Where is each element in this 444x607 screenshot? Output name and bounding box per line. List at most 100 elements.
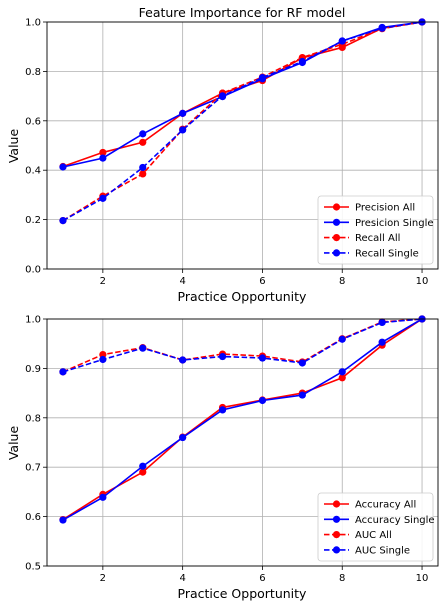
x-tick-label: 6 [259,573,265,584]
legend-label: Recall All [355,233,400,244]
legend-marker [332,531,341,539]
data-point [298,391,306,399]
x-tick-label: 2 [100,276,106,287]
y-tick-label: 0.6 [25,512,41,523]
data-point [99,154,107,162]
data-point [298,359,306,367]
chart-accuracy-auc: Practice Opportunity Value 2 4 6 8 10 0.5 0.6 0… [6,315,439,601]
data-point [59,216,67,225]
series-line-4 [62,318,423,373]
data-point [99,493,107,501]
plot-frame [46,21,439,270]
data-point [258,354,267,362]
data-point [378,338,386,346]
y-tick-label: 0.6 [25,116,41,127]
series-line-1 [62,318,423,521]
chart-precision-recall: Feature Importance for RF model Practice… [6,5,439,304]
data-point [59,516,67,524]
legend-marker [332,234,341,242]
data-point [179,109,187,117]
legend-marker [332,203,341,211]
data-point [258,73,267,82]
y-axis-label: Value [6,129,21,164]
data-point [338,335,346,343]
x-tick-label: 8 [339,276,345,287]
legend-marker [332,249,341,257]
y-tick-label: 0.9 [25,364,41,375]
legend-label: Recall Single [355,249,419,260]
y-tick-label: 1.0 [25,315,41,326]
plot-frame [46,318,439,567]
data-point [139,468,147,476]
x-tick-label: 4 [179,276,185,287]
data-point [338,368,346,376]
legend-label: Presicion Single [355,218,434,229]
data-point [99,355,107,364]
chart-title: Feature Importance for RF model [139,5,346,20]
x-tick-label: 4 [179,573,185,584]
series-line-1 [62,21,423,168]
legend: Accuracy All Accuracy Single AUC All AUC Si… [317,492,435,562]
data-point [179,433,187,442]
series-line-2 [62,21,423,168]
data-point [139,462,147,470]
axis-ticks: 2 4 6 8 10 0.0 0.2 0.4 0.6 0.8 1.0 [25,18,428,288]
x-tick-label: 2 [100,573,106,584]
x-tick-label: 10 [416,573,429,584]
y-tick-label: 0.8 [25,413,41,424]
data-point [338,37,346,45]
legend-label: Accuracy Single [355,515,435,526]
data-point [99,194,107,202]
legend-label: Precision All [355,203,415,214]
x-axis-label: Practice Opportunity [178,289,308,304]
x-tick-label: 10 [416,276,429,287]
series-line-3 [62,318,423,373]
data-point [139,170,147,178]
data-point [258,396,267,405]
legend-marker [332,500,341,508]
legend-marker [332,546,341,554]
y-tick-label: 0.0 [25,265,41,276]
y-tick-label: 0.5 [25,562,41,573]
data-point [179,356,187,364]
data-point [378,24,386,32]
y-tick-label: 1.0 [25,18,41,29]
legend-label: AUC Single [355,546,410,557]
series-line-3 [62,21,423,222]
data-point [139,163,147,172]
x-tick-label: 6 [259,276,265,287]
legend-box [317,492,434,562]
legend-label: Accuracy All [355,500,416,511]
legend-marker [332,218,341,226]
data-point [218,352,227,361]
data-point [218,406,227,414]
y-tick-label: 0.8 [25,67,41,78]
series-line-2 [62,318,423,521]
data-point [179,126,187,134]
x-tick-label: 8 [339,573,345,584]
y-tick-label: 0.4 [25,166,41,177]
data-point [59,163,67,171]
data-point [99,350,107,359]
series-line-4 [62,21,423,222]
legend-label: AUC All [355,530,392,541]
data-point [59,368,67,376]
y-tick-label: 0.7 [25,463,41,474]
legend-marker [332,515,341,523]
x-axis-label: Practice Opportunity [178,586,308,601]
data-point [139,138,147,146]
data-point [298,57,306,66]
axis-ticks: 2 4 6 8 10 0.5 0.6 0.7 0.8 0.9 1.0 [25,315,428,585]
legend-box [317,195,434,265]
legend: Precision All Presicion Single Recall All R… [317,195,434,265]
data-point [218,92,227,100]
data-point [338,374,346,382]
data-point [139,130,147,138]
data-point [99,148,107,157]
data-point [378,318,386,327]
series-group [59,315,426,524]
y-axis-label: Value [6,426,21,461]
data-point [139,344,147,352]
series-group [59,18,426,225]
